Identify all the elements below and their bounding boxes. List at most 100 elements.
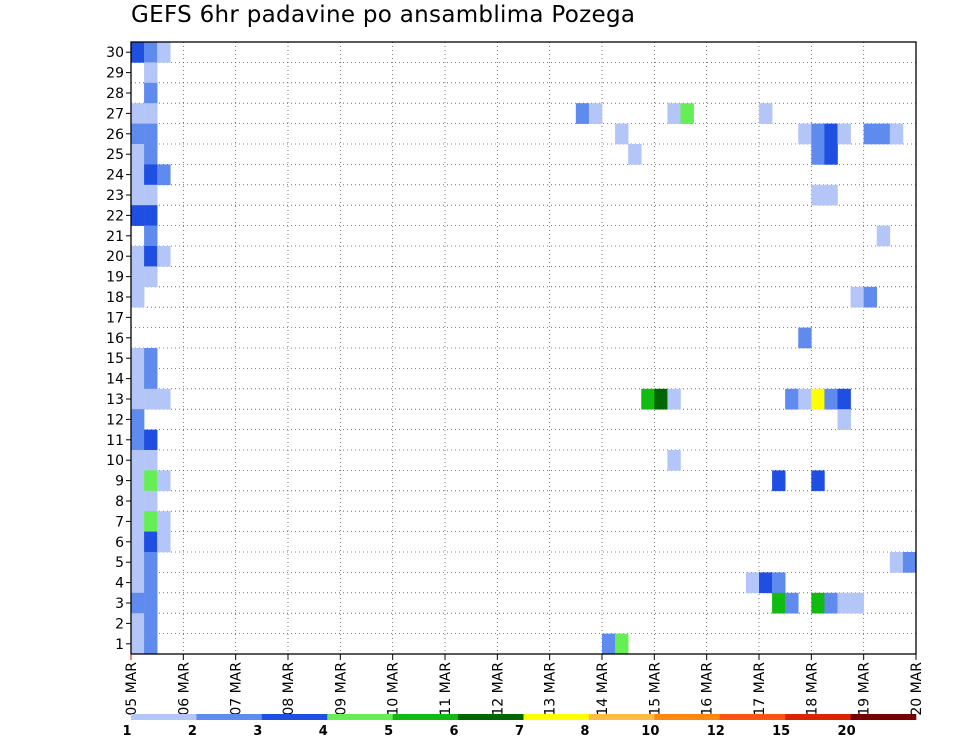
y-tick-label: 20	[106, 249, 124, 265]
heatmap-cell	[811, 388, 825, 410]
legend-label: 1	[122, 724, 131, 739]
legend-label: 20	[838, 724, 856, 739]
heatmap-cell	[811, 184, 825, 206]
y-tick-label: 13	[106, 392, 124, 408]
heatmap-cell	[588, 103, 603, 124]
x-tick-label: 11 MAR	[438, 662, 454, 716]
legend-swatch	[458, 714, 524, 720]
heatmap-cell	[131, 144, 145, 165]
legend-swatch	[523, 714, 590, 720]
heatmap-cell	[144, 552, 158, 573]
heatmap-cell	[144, 123, 158, 145]
heatmap-cell	[144, 368, 158, 390]
y-tick-label: 5	[115, 555, 124, 571]
y-tick-label: 21	[106, 229, 124, 245]
legend-label: 2	[188, 724, 197, 739]
heatmap-cell	[131, 572, 145, 594]
legend-label: 3	[253, 724, 262, 739]
heatmap-cell	[144, 62, 158, 84]
heatmap-cell	[144, 450, 158, 471]
heatmap-cell	[811, 144, 825, 165]
legend-label: 6	[450, 724, 459, 739]
heatmap-cell	[667, 103, 681, 124]
legend-label: 12	[707, 724, 725, 739]
x-tick-label: 06 MAR	[176, 662, 192, 716]
heatmap-cell	[628, 144, 642, 165]
heatmap-cell	[850, 592, 864, 614]
heatmap-cell	[837, 388, 851, 410]
heatmap-cell	[144, 531, 158, 553]
heatmap-cell	[902, 552, 917, 573]
legend-swatch	[588, 714, 655, 720]
y-tick-label: 30	[106, 45, 124, 61]
heatmap-cell	[157, 42, 171, 63]
y-tick-label: 22	[106, 208, 124, 224]
y-tick-label: 1	[115, 637, 124, 653]
y-tick-label: 2	[115, 616, 124, 632]
legend-swatch	[392, 714, 459, 720]
y-tick-label: 7	[115, 514, 124, 530]
y-tick-label: 10	[106, 453, 124, 469]
x-tick-label: 10 MAR	[386, 662, 402, 716]
legend-swatch	[654, 714, 721, 720]
heatmap-cell	[144, 103, 158, 124]
legend-swatch	[785, 714, 851, 720]
heatmap-cell	[824, 388, 838, 410]
x-tick-label: 12 MAR	[490, 662, 506, 716]
x-tick-label: 14 MAR	[595, 662, 611, 716]
heatmap-cell	[131, 592, 145, 614]
heatmap-cell	[889, 552, 904, 573]
heatmap-cell	[772, 592, 786, 614]
x-tick-label: 15 MAR	[647, 662, 663, 716]
heatmap-cell	[144, 82, 158, 104]
y-tick-label: 24	[106, 168, 124, 184]
heatmap-cell	[131, 164, 145, 186]
heatmap-cell	[144, 144, 158, 165]
heatmap-cell	[667, 450, 681, 471]
heatmap-cell	[157, 388, 171, 410]
heatmap-cell	[131, 450, 145, 471]
x-tick-label: 05 MAR	[124, 662, 140, 716]
heatmap-cell	[131, 633, 145, 655]
heatmap-cell	[131, 613, 145, 634]
heatmap-cell	[654, 388, 668, 410]
x-tick-label: 17 MAR	[752, 662, 768, 716]
heatmap-cell	[680, 103, 694, 124]
heatmap-cell	[131, 348, 145, 369]
heatmap-cell	[144, 164, 158, 186]
heatmap-cell	[131, 184, 145, 206]
heatmap-cell	[850, 286, 864, 308]
heatmap-cell	[759, 103, 773, 124]
heatmap-cell	[157, 511, 171, 532]
heatmap-cell	[131, 368, 145, 390]
y-tick-label: 17	[106, 310, 124, 326]
y-tick-label: 18	[106, 290, 124, 306]
heatmap-cell	[131, 409, 145, 430]
heatmap-cell	[811, 123, 825, 145]
y-tick-label: 12	[106, 412, 124, 428]
x-tick-label: 16 MAR	[700, 662, 716, 716]
heatmap-cell	[745, 572, 760, 594]
heatmap-cell	[876, 123, 891, 145]
heatmap-cell	[157, 164, 171, 186]
heatmap-cell	[144, 348, 158, 369]
y-tick-label: 16	[106, 331, 124, 347]
heatmap-cell	[144, 592, 158, 614]
heatmap-cell	[131, 490, 145, 512]
y-tick-label: 26	[106, 127, 124, 143]
heatmap-cell	[144, 42, 158, 63]
heatmap-cell	[837, 409, 851, 430]
legend-swatch	[327, 714, 393, 720]
heatmap-cell	[157, 470, 171, 492]
x-tick-label: 13 MAR	[543, 662, 559, 716]
heatmap-cell	[131, 246, 145, 267]
heatmap-cell	[131, 429, 145, 451]
heatmap-cell	[131, 531, 145, 553]
heatmap-cell	[144, 429, 158, 451]
y-tick-label: 29	[106, 66, 124, 82]
heatmap-cell	[811, 592, 825, 614]
heatmap-cell	[157, 531, 171, 553]
y-tick-label: 8	[115, 494, 124, 510]
y-tick-label: 4	[115, 576, 124, 592]
legend-swatch	[850, 714, 917, 720]
